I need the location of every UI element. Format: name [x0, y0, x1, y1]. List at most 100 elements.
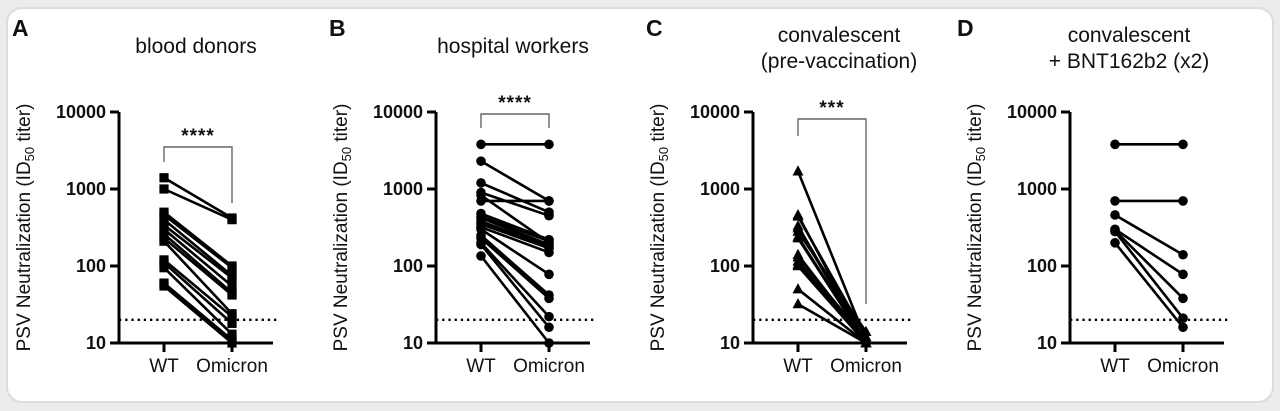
x-tick-label: WT: [466, 356, 496, 377]
data-point-triangle: [792, 225, 804, 236]
significance-bracket: [163, 146, 233, 203]
data-point-triangle: [860, 325, 872, 336]
data-point-circle: [1178, 139, 1188, 150]
data-point-square: [227, 318, 237, 328]
data-point-circle: [1178, 196, 1188, 206]
pair-line: [163, 266, 233, 336]
data-point-circle: [544, 311, 554, 322]
y-tick-label: 10000: [690, 102, 740, 122]
data-pairs: [1110, 139, 1188, 333]
x-tick-label: Omicron: [1147, 356, 1219, 377]
y-tick-label: 10000: [1007, 102, 1057, 122]
panel-title: hospital workers: [437, 35, 589, 58]
pair-line: [163, 176, 233, 220]
pair-line: [480, 234, 550, 296]
figure-card: [6, 7, 1274, 403]
pair-line: [797, 288, 867, 345]
pair-line: [1113, 242, 1185, 329]
pair-line: [1114, 213, 1184, 256]
y-tick-label: 100: [393, 256, 423, 276]
significance-stars: ****: [498, 93, 532, 114]
y-tick-label: 10: [403, 333, 423, 353]
panel-letter: D: [957, 15, 974, 41]
data-point-square: [159, 281, 169, 291]
data-point-circle: [1110, 196, 1120, 206]
data-point-triangle: [792, 165, 804, 176]
y-tick-label: 10: [720, 333, 740, 353]
y-tick-label: 1000: [66, 179, 106, 199]
significance-bracket: [480, 113, 550, 128]
significance-stars: ***: [819, 98, 844, 119]
data-point-triangle: [792, 283, 804, 294]
pair-line: [163, 284, 233, 344]
data-point-circle: [1110, 226, 1120, 237]
data-pairs: [159, 173, 237, 348]
data-point-circle: [1110, 210, 1120, 220]
data-point-square: [159, 236, 169, 246]
data-point-circle: [544, 210, 554, 221]
data-point-circle: [1178, 322, 1188, 333]
data-point-circle: [1178, 293, 1188, 304]
data-point-circle: [476, 178, 486, 188]
data-point-square: [227, 215, 237, 225]
y-tick-label: 100: [710, 256, 740, 276]
data-point-square: [159, 173, 169, 183]
pair-line: [796, 230, 868, 333]
y-tick-label: 100: [1027, 256, 1057, 276]
y-axis-label: PSV Neutralization (ID50 titer): [331, 104, 354, 352]
pair-line: [480, 222, 550, 250]
data-pairs: [792, 165, 872, 348]
data-point-circle: [1178, 249, 1188, 260]
pair-line: [480, 215, 550, 243]
x-tick-label: Omicron: [196, 356, 268, 377]
pair-line: [163, 213, 233, 269]
data-point-square: [227, 281, 237, 291]
pair-line: [163, 261, 233, 325]
x-tick-label: Omicron: [830, 356, 902, 377]
panel-title: convalescent: [1068, 24, 1191, 47]
data-point-circle: [544, 269, 554, 280]
pair-line: [480, 216, 550, 246]
x-tick-label: WT: [149, 356, 179, 377]
pair-line: [163, 233, 233, 294]
panel-title: + BNT162b2 (x2): [1049, 50, 1210, 73]
data-point-triangle: [860, 337, 872, 348]
data-point-square: [227, 273, 237, 283]
pair-line: [480, 160, 550, 203]
data-point-triangle: [792, 210, 804, 221]
panel-title: blood donors: [135, 35, 256, 58]
pair-line: [480, 241, 550, 318]
data-point-square: [227, 263, 237, 273]
pair-line: [796, 170, 868, 341]
y-tick-label: 1000: [700, 179, 740, 199]
y-tick-label: 100: [76, 256, 106, 276]
panel-letter: B: [329, 15, 346, 41]
x-tick-label: WT: [1100, 356, 1130, 377]
pair-line: [796, 256, 868, 341]
data-point-square: [159, 210, 169, 220]
pair-line: [163, 282, 233, 341]
data-point-square: [159, 215, 169, 225]
panel-letter: C: [646, 15, 663, 41]
data-point-square: [159, 184, 169, 194]
pair-line: [480, 228, 550, 276]
data-point-circle: [1178, 313, 1188, 323]
data-point-circle: [544, 247, 554, 258]
pair-line: [163, 218, 233, 277]
data-point-circle: [544, 139, 554, 150]
data-point-circle: [476, 239, 486, 250]
y-axis-label: PSV Neutralization (ID50 titer): [14, 104, 37, 352]
y-axis-label: PSV Neutralization (ID50 titer): [965, 104, 988, 352]
data-point-square: [159, 258, 169, 268]
y-tick-label: 10: [1037, 333, 1057, 353]
pair-line: [1114, 228, 1184, 276]
data-point-square: [159, 263, 169, 273]
